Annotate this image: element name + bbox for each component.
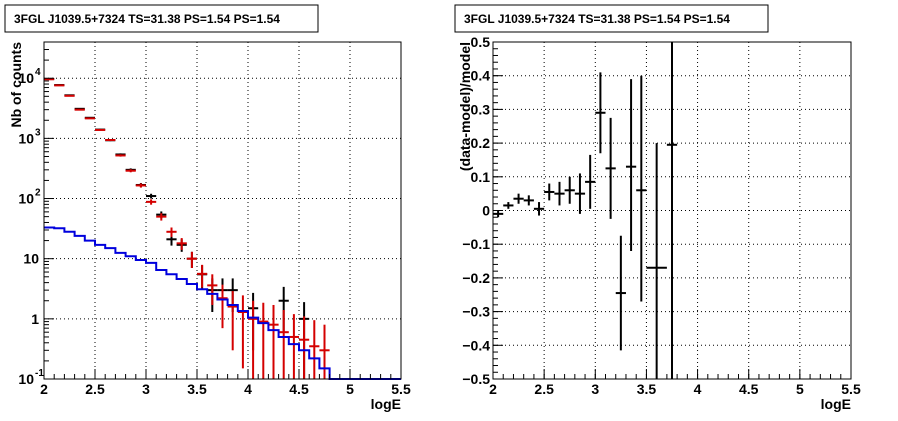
x-tick-label: 3.5: [187, 381, 207, 397]
y-tick-label: 10: [18, 70, 34, 86]
y-tick-label: 0.3: [471, 101, 491, 117]
residual-x-axis: 2 2.5 3 3.5 4 4.5 5 5.5: [489, 369, 861, 397]
residual-panel: 3FGL J1039.5+7324 TS=31.38 PS=1.54 PS=1.…: [454, 4, 861, 412]
y-tick-label: −0.3: [462, 304, 490, 320]
y-tick-exponent: -1: [35, 368, 44, 379]
y-tick-label: 0.5: [471, 34, 491, 50]
counts-x-axis-title: logE: [371, 396, 401, 412]
residual-y-axis: −0.5 −0.4 −0.3 −0.2 −0.1 0 0.1 0.2 0.3 0.4 0.5: [462, 34, 503, 387]
y-tick-label: −0.4: [462, 337, 490, 353]
y-tick-label: −0.2: [462, 270, 490, 286]
y-tick-exponent: 2: [35, 188, 41, 199]
residual-title: 3FGL J1039.5+7324 TS=31.38 PS=1.54 PS=1.…: [464, 12, 730, 26]
x-tick-label: 4: [244, 381, 252, 397]
model-step-line: [44, 226, 401, 380]
counts-title: 3FGL J1039.5+7324 TS=31.38 PS=1.54 PS=1.…: [14, 12, 280, 26]
y-tick-exponent: 3: [35, 127, 41, 138]
x-tick-label: 3: [142, 381, 150, 397]
y-tick-label: −0.5: [462, 371, 490, 387]
x-tick-label: 2: [489, 381, 497, 397]
counts-panel: 3FGL J1039.5+7324 TS=31.38 PS=1.54 PS=1.…: [4, 4, 411, 412]
counts-grid: [44, 42, 401, 379]
x-tick-label: 3: [591, 381, 599, 397]
y-tick-label: −0.1: [462, 236, 490, 252]
x-tick-label: 4: [694, 381, 702, 397]
x-tick-label: 2.5: [534, 381, 554, 397]
counts-x-axis: 2 2.5 3 3.5 4 4.5 5 5.5: [40, 369, 411, 397]
y-tick-label: 10: [18, 371, 34, 387]
y-tick-label: 10: [18, 130, 34, 146]
y-tick-label: 0.2: [471, 135, 491, 151]
y-tick-label: 0.4: [471, 68, 491, 84]
counts-plot: [44, 78, 401, 380]
y-tick-exponent: 4: [35, 67, 41, 78]
y-tick-label: 10: [18, 191, 34, 207]
x-tick-label: 5: [346, 381, 354, 397]
counts-y-axis-title: Nb of counts: [8, 42, 24, 128]
y-tick-label: 1: [31, 311, 39, 327]
x-tick-label: 5.5: [391, 381, 411, 397]
residual-y-axis-title: (data-model)/model: [457, 42, 473, 171]
x-tick-label: 2.5: [85, 381, 105, 397]
residual-x-axis-title: logE: [821, 396, 851, 412]
residual-plot: [493, 42, 678, 379]
x-tick-label: 4.5: [289, 381, 309, 397]
residual-title-box: [454, 4, 769, 33]
x-tick-label: 5: [796, 381, 804, 397]
residual-grid: [493, 42, 851, 379]
counts-plot-frame: [43, 41, 402, 380]
x-tick-label: 4.5: [739, 381, 759, 397]
y-tick-label: 10: [23, 251, 39, 267]
y-tick-label: 0.1: [471, 169, 491, 185]
x-tick-label: 2: [40, 381, 48, 397]
counts-title-box: [4, 4, 319, 33]
x-tick-label: 3.5: [637, 381, 657, 397]
x-tick-label: 5.5: [841, 381, 861, 397]
y-tick-label: 0: [482, 203, 490, 219]
